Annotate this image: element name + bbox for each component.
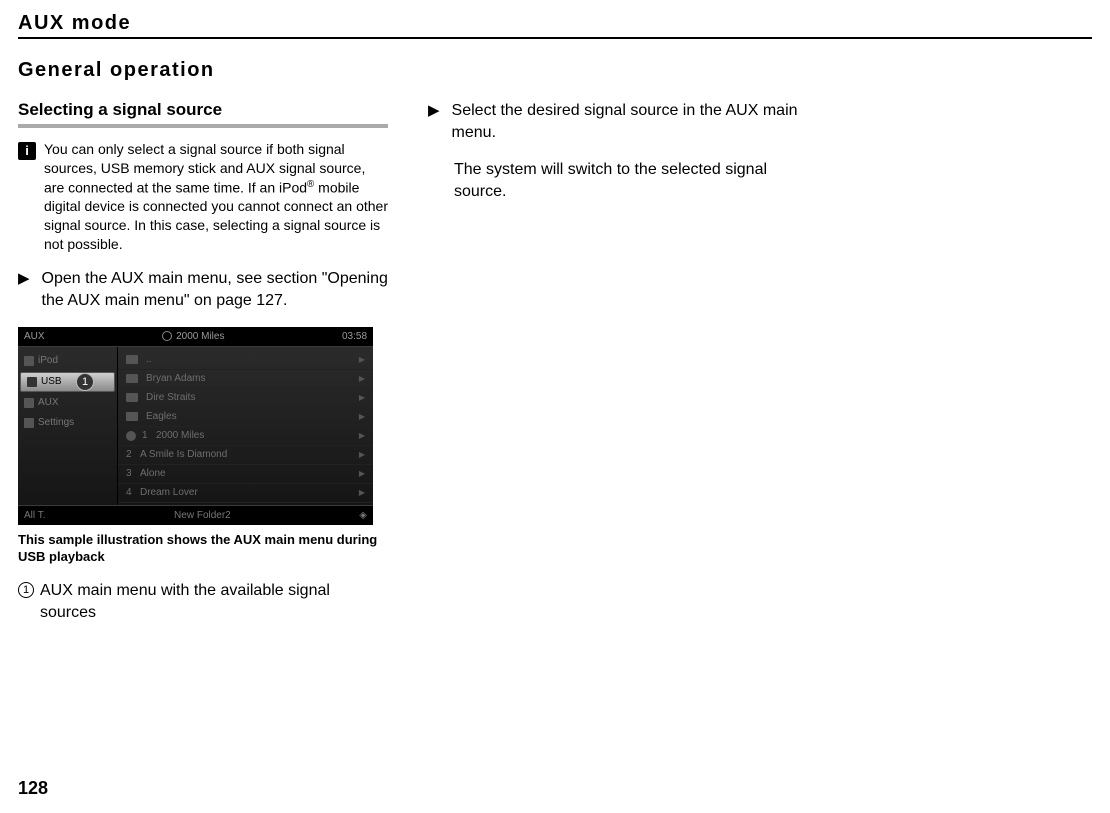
list-track: 12000 Miles▶	[118, 427, 373, 446]
ipod-icon	[24, 356, 34, 366]
track-title: A Smile Is Diamond	[140, 449, 359, 460]
step-text: Open the AUX main menu, see section "Ope…	[42, 268, 388, 313]
right-column: ▶ Select the desired signal source in th…	[428, 100, 798, 625]
folder-icon	[126, 393, 138, 402]
folder-label: Bryan Adams	[146, 373, 359, 384]
chevron-right-icon: ▶	[359, 355, 365, 364]
usb-icon	[27, 377, 37, 387]
disc-icon	[162, 331, 172, 341]
track-title: Dream Lover	[140, 487, 359, 498]
sidebar-label: USB	[41, 376, 62, 387]
folder-label: Dire Straits	[146, 392, 359, 403]
chevron-right-icon: ▶	[359, 488, 365, 497]
screenshot-caption: This sample illustration shows the AUX m…	[18, 531, 388, 566]
step-result-text: The system will switch to the selected s…	[454, 159, 798, 204]
legend-number: 1	[18, 582, 34, 598]
screenshot-bottombar: All T. New Folder2 ◈	[18, 505, 373, 525]
info-note: i You can only select a signal source if…	[18, 140, 388, 254]
track-num: 2	[126, 449, 140, 460]
bottom-center-label: New Folder2	[174, 510, 231, 521]
chevron-right-icon: ▶	[359, 431, 365, 440]
info-icon: i	[18, 142, 36, 160]
chevron-right-icon: ▶	[359, 412, 365, 421]
aux-icon	[24, 398, 34, 408]
chevron-right-icon: ▶	[359, 374, 365, 383]
left-column: Selecting a signal source i You can only…	[18, 100, 388, 625]
page-heading: AUX mode	[18, 12, 1092, 39]
folder-label: ..	[146, 354, 359, 365]
step-marker-icon: ▶	[428, 101, 440, 145]
topbar-label: AUX	[24, 331, 45, 342]
list-track: 2A Smile Is Diamond▶	[118, 446, 373, 465]
aux-screenshot: AUX 2000 Miles 03:58 iPod USB	[18, 327, 373, 525]
track-title: Alone	[140, 468, 359, 479]
track-icon	[126, 431, 136, 441]
step-select-source: ▶ Select the desired signal source in th…	[428, 100, 798, 145]
legend-text: AUX main menu with the available signal …	[40, 580, 388, 625]
info-text: You can only select a signal source if b…	[44, 140, 388, 254]
list-folder: Bryan Adams▶	[118, 370, 373, 389]
gear-icon	[24, 418, 34, 428]
list-folder: Eagles▶	[118, 408, 373, 427]
step-marker-icon: ▶	[18, 269, 30, 313]
folder-label: Eagles	[146, 411, 359, 422]
page-number: 128	[18, 778, 48, 799]
sub-heading: Selecting a signal source	[18, 100, 388, 126]
sidebar-label: AUX	[38, 397, 59, 408]
speaker-icon: ◈	[359, 510, 367, 521]
sidebar-label: Settings	[38, 417, 74, 428]
screenshot-topbar: AUX 2000 Miles 03:58	[18, 327, 373, 347]
list-track: 3Alone▶	[118, 465, 373, 484]
folder-icon	[126, 374, 138, 383]
step-text: Select the desired signal source in the …	[452, 100, 798, 145]
topbar-time: 03:58	[342, 331, 367, 342]
folder-icon	[126, 412, 138, 421]
step-open-menu: ▶ Open the AUX main menu, see section "O…	[18, 268, 388, 313]
track-num: 1	[142, 430, 156, 441]
callout-marker: 1	[76, 373, 94, 391]
track-num: 4	[126, 487, 140, 498]
legend-item: 1 AUX main menu with the available signa…	[18, 580, 388, 625]
list-track: 4Dream Lover▶	[118, 484, 373, 503]
folder-icon	[126, 355, 138, 364]
sidebar-item-settings: Settings	[18, 413, 117, 433]
chevron-right-icon: ▶	[359, 469, 365, 478]
section-heading: General operation	[18, 59, 1092, 82]
sidebar-label: iPod	[38, 355, 58, 366]
screenshot-list: ..▶ Bryan Adams▶ Dire Straits▶ Eagles▶ 1…	[118, 347, 373, 505]
chevron-right-icon: ▶	[359, 393, 365, 402]
chevron-right-icon: ▶	[359, 450, 365, 459]
bottom-left-label: All T.	[24, 510, 46, 521]
screenshot-sidebar: iPod USB AUX Settings	[18, 347, 118, 505]
sidebar-item-aux: AUX	[18, 393, 117, 413]
list-folder: Dire Straits▶	[118, 389, 373, 408]
list-folder: ..▶	[118, 351, 373, 370]
track-num: 3	[126, 468, 140, 479]
topbar-title: 2000 Miles	[176, 331, 224, 342]
track-title: 2000 Miles	[156, 430, 359, 441]
sidebar-item-ipod: iPod	[18, 351, 117, 371]
sidebar-item-usb: USB	[20, 372, 115, 392]
